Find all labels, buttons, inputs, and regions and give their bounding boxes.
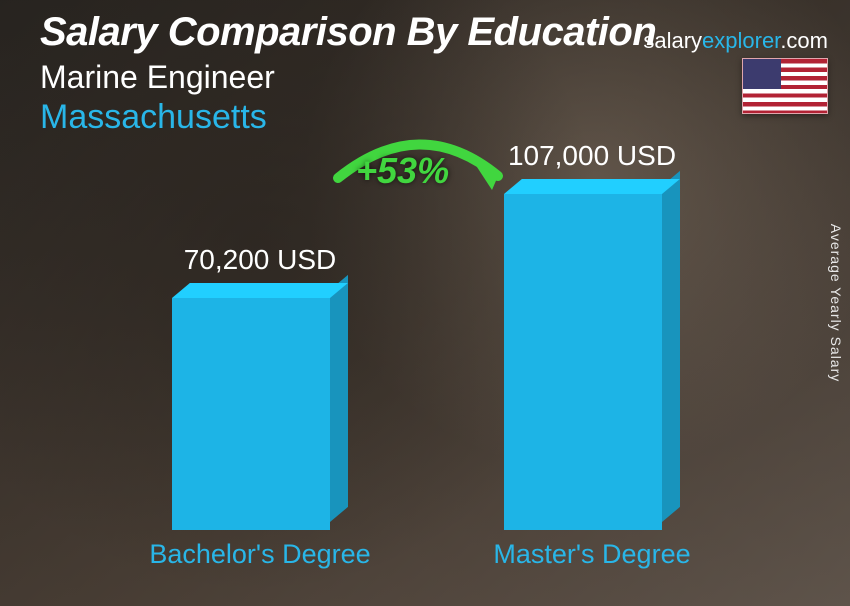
job-title: Marine Engineer	[40, 59, 830, 96]
percent-increase-badge: +53%	[356, 150, 449, 192]
bar-bachelor	[172, 298, 348, 530]
bar-label-bachelor: Bachelor's Degree	[132, 539, 388, 570]
brand-part3: .com	[780, 28, 828, 53]
bar-master	[504, 194, 680, 530]
country-flag-icon	[742, 58, 828, 114]
bar-label-master: Master's Degree	[464, 539, 720, 570]
brand-part2: explorer	[702, 28, 780, 53]
brand-part1: salary	[643, 28, 702, 53]
brand-logo: salaryexplorer.com	[643, 28, 828, 54]
bar-value-bachelor: 70,200 USD	[152, 244, 368, 276]
